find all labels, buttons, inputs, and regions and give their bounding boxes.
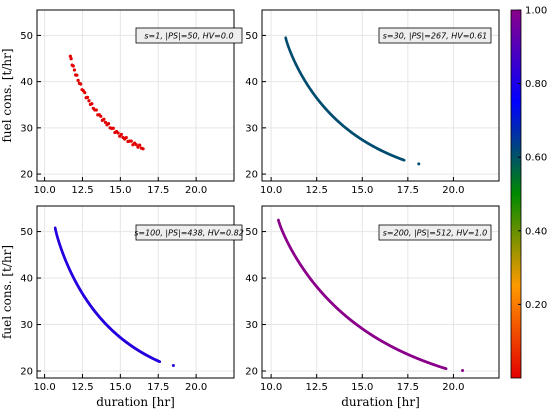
colorbar-tick-label: 0.40 bbox=[525, 226, 547, 237]
colorbar-tick-label: 0.20 bbox=[525, 300, 547, 311]
x-tick-label: 12.5 bbox=[306, 382, 328, 393]
x-tick-label: 15.0 bbox=[109, 382, 131, 393]
colorbar-gradient bbox=[510, 9, 522, 379]
annotation-text: s=100, |PS|=438, HV=0.82 bbox=[134, 229, 244, 238]
colorbar-tick-label: 0.60 bbox=[525, 153, 547, 164]
x-tick-label: 17.5 bbox=[397, 185, 419, 196]
y-tick-label: 50 bbox=[245, 31, 258, 42]
panel-4: 10.0 12.5 15.0 17.5 20.0 20 30 40 50 duration [hr… bbox=[245, 205, 500, 409]
scatter-point bbox=[75, 73, 79, 77]
scatter-point bbox=[111, 126, 115, 130]
x-axis-label: duration [hr] bbox=[341, 395, 420, 409]
scatter-point bbox=[87, 99, 91, 103]
scatter-point bbox=[417, 162, 421, 166]
plot-frame bbox=[36, 9, 235, 182]
y-tick-label: 20 bbox=[245, 367, 258, 378]
panel-3: 10.0 12.5 15.0 17.5 20.0 20 30 40 50 fuel cons. [… bbox=[0, 205, 244, 409]
scatter-series bbox=[277, 218, 465, 373]
x-tick-label: 12.5 bbox=[71, 185, 93, 196]
scatter-point bbox=[141, 147, 145, 151]
scatter-point bbox=[106, 122, 111, 126]
annotation-text: s=1, |PS|=50, HV=0.0 bbox=[144, 32, 233, 41]
scatter-point bbox=[71, 64, 75, 68]
y-tick-label: 40 bbox=[20, 77, 33, 88]
scatter-point bbox=[76, 78, 80, 82]
x-tick-label: 15.0 bbox=[109, 185, 131, 196]
panel-2: 10.0 12.5 15.0 17.5 20.0 20 30 40 50 s=30, |PS|=2… bbox=[245, 9, 500, 196]
y-tick-label: 30 bbox=[20, 123, 33, 134]
scatter-point bbox=[119, 132, 123, 137]
scatter-point bbox=[103, 120, 108, 124]
scatter-point bbox=[129, 139, 133, 143]
scatter-point bbox=[68, 54, 72, 58]
scatter-point bbox=[124, 136, 128, 140]
y-tick-label: 40 bbox=[20, 274, 33, 285]
annotation-box bbox=[378, 224, 492, 241]
y-tick-label: 50 bbox=[20, 31, 33, 42]
annotation-box bbox=[378, 27, 492, 44]
panel-1: 10.0 12.5 15.0 17.5 20.0 20 30 40 50 fuel cons. [… bbox=[0, 9, 243, 196]
plot-frame bbox=[261, 9, 500, 182]
y-tick-label: 50 bbox=[245, 227, 258, 238]
y-tick-label: 20 bbox=[20, 170, 33, 181]
x-tick-label: 17.5 bbox=[147, 185, 169, 196]
annotation-box bbox=[135, 224, 243, 241]
annotation-text: s=200, |PS|=512, HV=1.0 bbox=[383, 229, 488, 238]
plot-frame bbox=[261, 205, 500, 379]
scatter-point bbox=[402, 158, 406, 162]
scatter-series bbox=[284, 36, 421, 166]
scatter-point bbox=[461, 369, 465, 373]
x-tick-label: 20.0 bbox=[442, 382, 464, 393]
x-tick-label: 15.0 bbox=[351, 382, 373, 393]
x-tick-label: 15.0 bbox=[351, 185, 373, 196]
scatter-point bbox=[85, 95, 90, 99]
scatter-point bbox=[72, 68, 77, 72]
y-tick-label: 20 bbox=[20, 367, 33, 378]
scatter-point bbox=[90, 102, 94, 106]
x-tick-label: 10.0 bbox=[33, 382, 55, 393]
scatter-series bbox=[68, 54, 145, 151]
scatter-series bbox=[53, 226, 175, 367]
x-tick-label: 20.0 bbox=[185, 185, 207, 196]
scatter-point bbox=[444, 367, 448, 371]
y-axis-label: fuel cons. [t/hr] bbox=[0, 48, 14, 142]
x-tick-label: 12.5 bbox=[71, 382, 93, 393]
y-tick-label: 40 bbox=[245, 77, 258, 88]
scatter-point bbox=[83, 90, 87, 95]
x-tick-label: 10.0 bbox=[260, 185, 282, 196]
scatter-point bbox=[69, 57, 73, 61]
x-tick-label: 20.0 bbox=[442, 185, 464, 196]
colorbar-tick-label: 1.00 bbox=[525, 6, 547, 17]
x-tick-label: 17.5 bbox=[147, 382, 169, 393]
y-tick-label: 20 bbox=[245, 170, 258, 181]
scatter-point bbox=[79, 82, 83, 86]
y-tick-label: 50 bbox=[20, 227, 33, 238]
scatter-point bbox=[138, 143, 142, 147]
x-tick-label: 20.0 bbox=[185, 382, 207, 393]
y-tick-label: 30 bbox=[245, 320, 258, 331]
x-tick-label: 12.5 bbox=[306, 185, 328, 196]
scatter-point bbox=[158, 360, 162, 364]
y-tick-label: 30 bbox=[20, 320, 33, 331]
colorbar-tick-label: 0.80 bbox=[525, 79, 547, 90]
scatter-point bbox=[99, 114, 103, 118]
y-axis-label: fuel cons. [t/hr] bbox=[0, 245, 14, 339]
y-tick-label: 30 bbox=[245, 123, 258, 134]
colorbar: 0.20 0.40 0.60 0.80 1.00 bbox=[510, 6, 547, 379]
x-tick-label: 17.5 bbox=[397, 382, 419, 393]
x-tick-label: 10.0 bbox=[33, 185, 55, 196]
annotation-text: s=30, |PS|=267, HV=0.61 bbox=[383, 32, 488, 41]
y-tick-label: 40 bbox=[245, 274, 258, 285]
annotation-box bbox=[135, 27, 243, 44]
scatter-point bbox=[171, 363, 175, 367]
x-axis-label: duration [hr] bbox=[96, 395, 175, 409]
scatter-point bbox=[102, 117, 106, 121]
scatter-point bbox=[134, 143, 138, 147]
scatter-point bbox=[94, 108, 98, 112]
plot-frame bbox=[36, 205, 235, 379]
scatter-point bbox=[116, 131, 120, 135]
x-tick-label: 10.0 bbox=[260, 382, 282, 393]
